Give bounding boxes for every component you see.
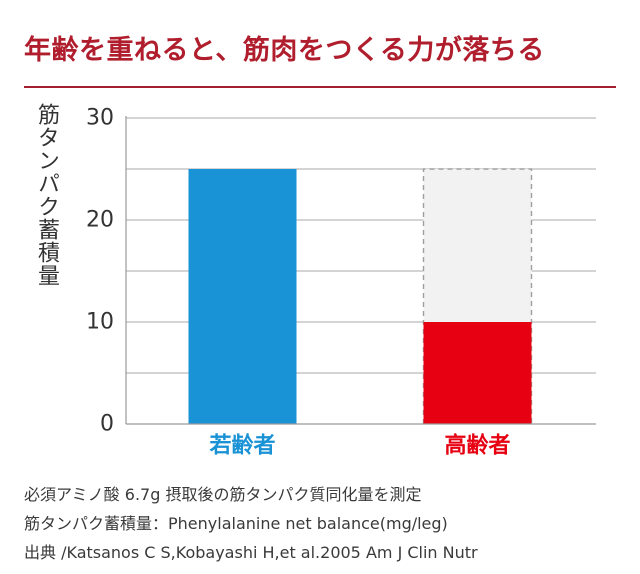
chart-title: 年齢を重ねると、筋肉をつくる力が落ちる	[24, 35, 545, 66]
bar-chart: 0 10 20 30 若齢者 高齢者	[86, 106, 596, 459]
x-category-label: 高齢者	[444, 433, 510, 459]
x-category-label: 若齢者	[209, 433, 275, 459]
footnote-method: 必須アミノ酸 6.7g 摂取後の筋タンパク質同化量を測定	[24, 485, 422, 504]
reference-bar-outline	[422, 168, 533, 424]
footnote-source: 出典 /Katsanos C S,Kobayashi H,et al.2005 …	[24, 543, 478, 562]
y-axis-label: 筋タンパク蓄積量	[34, 103, 59, 287]
y-tick-label: 10	[86, 310, 114, 335]
title-divider	[24, 86, 616, 88]
footnote-measure: 筋タンパク蓄積量：Phenylalanine net balance(mg/le…	[24, 514, 448, 533]
y-tick-label: 30	[86, 106, 114, 131]
y-tick-label: 20	[86, 208, 114, 233]
footnotes: 必須アミノ酸 6.7g 摂取後の筋タンパク質同化量を測定 筋タンパク蓄積量：Ph…	[24, 480, 624, 567]
bar	[423, 322, 532, 424]
y-tick-label: 0	[100, 412, 114, 437]
bar	[188, 169, 297, 424]
